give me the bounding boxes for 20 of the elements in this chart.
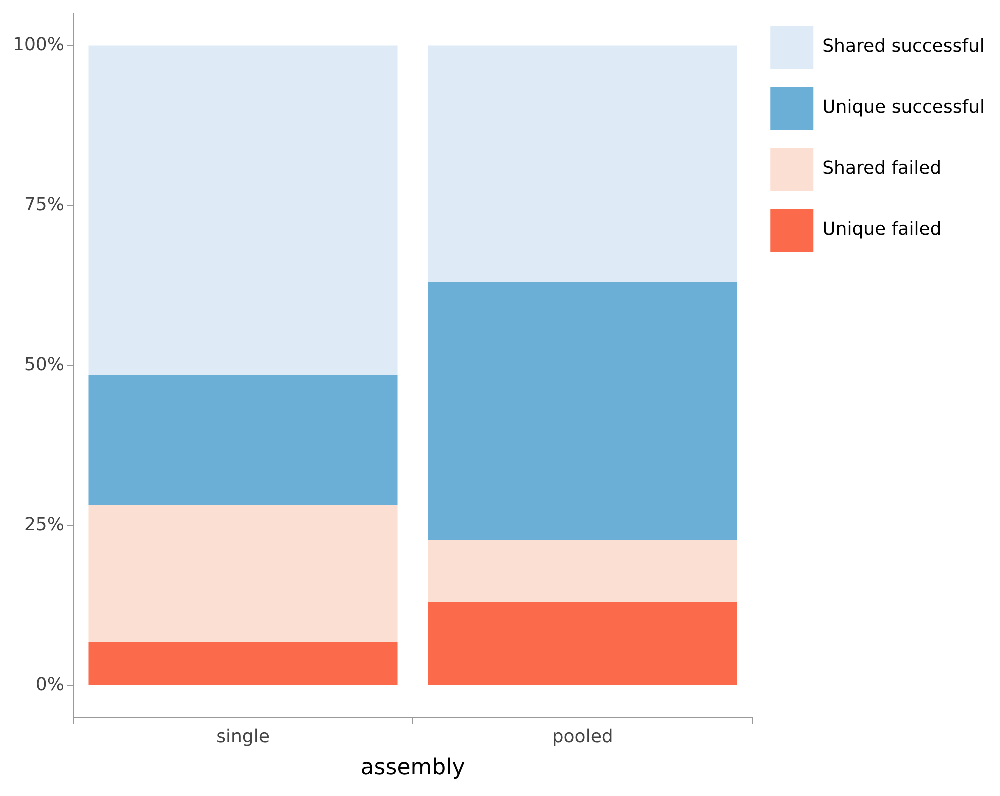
y-tick-label: 50%	[24, 354, 64, 376]
y-tick-label: 100%	[12, 34, 64, 56]
bar	[428, 540, 738, 602]
legend-label: Shared successful	[822, 36, 985, 58]
bar	[428, 282, 738, 540]
bar	[428, 602, 738, 686]
bar	[88, 376, 398, 506]
bar	[428, 46, 738, 282]
legend-label: Unique successful	[822, 97, 986, 118]
bar	[88, 46, 398, 376]
y-tick-label: 25%	[24, 514, 64, 536]
y-tick-label: 0%	[36, 674, 64, 696]
x-axis-title: assembly	[360, 756, 466, 781]
bar	[88, 505, 398, 642]
bar	[88, 642, 398, 686]
y-tick-label: 75%	[24, 194, 64, 216]
x-tick-label: single	[216, 726, 270, 748]
legend-label: Unique failed	[822, 219, 942, 240]
x-tick-label: pooled	[552, 726, 614, 748]
legend-label: Shared failed	[822, 158, 942, 180]
